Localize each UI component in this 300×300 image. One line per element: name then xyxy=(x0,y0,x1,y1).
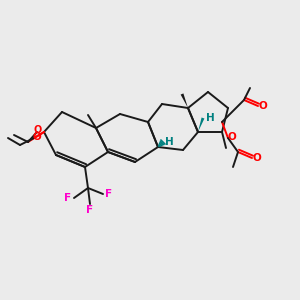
Text: H: H xyxy=(165,137,173,147)
Text: O: O xyxy=(259,101,267,111)
Polygon shape xyxy=(198,118,204,132)
Text: H: H xyxy=(206,113,214,123)
Text: O: O xyxy=(34,125,42,135)
Polygon shape xyxy=(181,93,188,108)
Text: O: O xyxy=(228,132,236,142)
Text: F: F xyxy=(86,205,94,215)
Text: F: F xyxy=(105,189,112,199)
Text: O: O xyxy=(253,153,261,163)
Text: O: O xyxy=(33,132,41,142)
Text: F: F xyxy=(64,193,72,203)
